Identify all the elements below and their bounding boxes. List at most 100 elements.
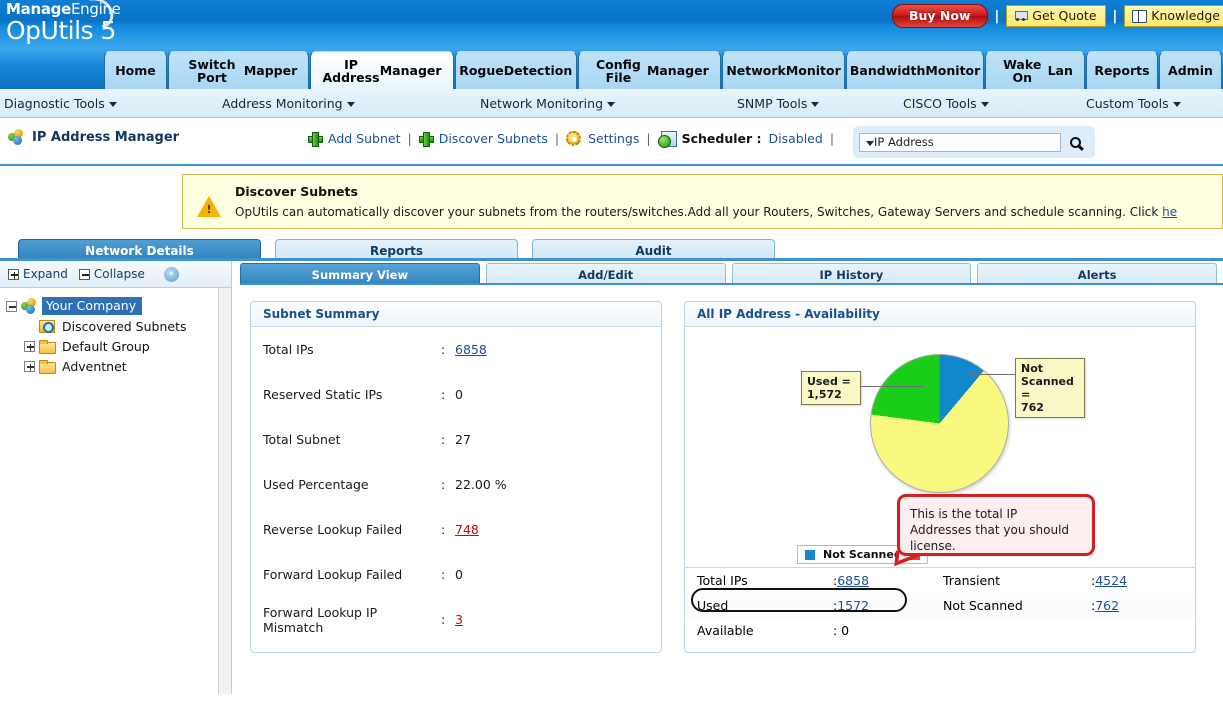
nav-tab-rogue-detection[interactable]: Rogue Detection	[454, 51, 577, 89]
stat-key-left: Available	[697, 623, 754, 638]
tree-expander-icon[interactable]	[6, 300, 17, 312]
summary-row-key: Forward Lookup Failed	[263, 567, 403, 582]
nav-tab-line: Admin	[1168, 63, 1213, 78]
stat-key-left: Total IPs	[697, 573, 748, 588]
stat-value-right[interactable]: : 762	[1091, 598, 1191, 613]
scheduler-label: Scheduler :	[681, 131, 762, 146]
summary-row-value[interactable]: 3	[455, 612, 463, 627]
summary-row-key: Total Subnet	[263, 432, 341, 447]
outer-tab-network-details[interactable]: Network Details	[18, 239, 261, 261]
inner-tab-alerts[interactable]: Alerts	[977, 263, 1217, 285]
submenu-cisco-tools[interactable]: CISCO Tools	[903, 96, 989, 111]
summary-row-value[interactable]: 748	[455, 522, 479, 537]
tree-node-label: Discovered Subnets	[62, 318, 187, 334]
submenu-custom-tools[interactable]: Custom Tools	[1086, 96, 1181, 111]
nav-tab-line: Monitor	[925, 63, 981, 78]
summary-row-key: Forward Lookup IP Mismatch	[263, 604, 378, 635]
summary-row-colon: :	[441, 567, 446, 582]
nav-tab-line: Switch Port	[188, 56, 236, 85]
tree-expander-icon[interactable]	[24, 360, 35, 372]
nav-tab-wake-on-lan[interactable]: Wake On Lan	[984, 51, 1085, 89]
stat-colon: :	[1091, 598, 1096, 613]
page-body: Expand Collapse « Your Company Discovered…	[0, 261, 1223, 694]
stat-value-right[interactable]: : 4524	[1091, 573, 1191, 588]
submenu-address-monitoring[interactable]: Address Monitoring	[222, 96, 355, 111]
tree-node-root[interactable]: Your Company	[6, 296, 231, 316]
search-button[interactable]	[1061, 133, 1089, 152]
nav-tab-home[interactable]: Home	[104, 51, 167, 89]
tree-panel: Expand Collapse « Your Company Discovered…	[0, 261, 232, 694]
summary-value-link[interactable]: 3	[455, 612, 463, 627]
discover-subnets-link[interactable]: Discover Subnets	[438, 131, 548, 146]
search-container	[853, 126, 1095, 158]
buy-now-button[interactable]: Buy Now	[891, 4, 988, 28]
legend-swatch	[805, 549, 815, 560]
collapse-all-button[interactable]: Collapse	[78, 267, 145, 281]
submenu-label: SNMP Tools	[737, 95, 808, 111]
knowledge-label: Knowledge	[1151, 8, 1220, 23]
nav-tab-line: IP Address	[322, 56, 380, 85]
app-logo: ManageEngine OpUtils 5	[6, 0, 121, 43]
expand-all-button[interactable]: Expand	[8, 267, 68, 281]
tree-node-default-group[interactable]: Default Group	[6, 336, 231, 356]
summary-row-key: Reserved Static IPs	[263, 387, 383, 402]
summary-row: Forward Lookup Failed:0	[251, 552, 661, 597]
summary-value-link[interactable]: 748	[455, 522, 479, 537]
nav-tab-line: Lan	[1047, 63, 1073, 78]
scheduler-status-link[interactable]: Disabled	[768, 131, 823, 146]
summary-value-link[interactable]: 6858	[455, 342, 487, 357]
submenu-snmp-tools[interactable]: SNMP Tools	[737, 95, 820, 111]
collapse-icon	[78, 268, 90, 280]
license-tooltip: This is the total IP Addresses that you …	[897, 494, 1095, 556]
summary-row-value[interactable]: 6858	[455, 342, 487, 357]
nav-tab-line: Network	[726, 63, 786, 78]
submenu-network-monitoring[interactable]: Network Monitoring	[480, 96, 616, 111]
collapse-pane-icon[interactable]: «	[163, 266, 179, 282]
nav-tab-ip-address-manager[interactable]: IP Address Manager	[310, 51, 454, 89]
subnet-summary-panel: Subnet Summary Total IPs:6858 Reserved St…	[250, 301, 662, 653]
nav-tab-admin[interactable]: Admin	[1158, 51, 1222, 89]
summary-panels: Subnet Summary Total IPs:6858 Reserved St…	[240, 285, 1223, 653]
get-quote-button[interactable]: Get Quote	[1006, 5, 1106, 27]
stat-value-link[interactable]: 6858	[837, 573, 870, 588]
submenu-diagnostic-tools[interactable]: Diagnostic Tools	[4, 96, 117, 111]
toolbar-separator-2: |	[554, 131, 560, 146]
inner-tab-add-edit[interactable]: Add/Edit	[485, 263, 726, 285]
knowledge-base-button[interactable]: Knowledge	[1124, 5, 1223, 27]
availability-pie-chart[interactable]	[870, 354, 1009, 493]
notice-here-link[interactable]: he	[1162, 205, 1178, 219]
outer-tab-audit[interactable]: Audit	[532, 239, 775, 261]
add-subnet-link[interactable]: Add Subnet	[328, 131, 401, 146]
stat-key-right: Transient	[943, 573, 1001, 588]
tree-node-adventnet[interactable]: Adventnet	[6, 356, 231, 376]
stat-value-left[interactable]: : 1572	[833, 598, 943, 613]
summary-row-value: 0	[455, 387, 463, 402]
tree-node-discovered-subnets[interactable]: Discovered Subnets	[6, 316, 231, 336]
nav-tab-bandwidth-monitor[interactable]: Bandwidth Monitor	[846, 51, 984, 89]
stat-value-link[interactable]: 1572	[837, 598, 870, 613]
stat-value-link[interactable]: 4524	[1095, 573, 1128, 588]
callout-line: Not	[1021, 362, 1044, 375]
chevron-down-icon[interactable]	[866, 141, 874, 146]
inner-tab-ip-history[interactable]: IP History	[731, 263, 972, 285]
nav-tab-network-monitor[interactable]: Network Monitor	[721, 51, 846, 89]
stat-value-link[interactable]: 762	[1095, 598, 1120, 613]
stat-value-left[interactable]: : 6858	[833, 573, 943, 588]
availability-stat-row: Available: 0	[685, 618, 1195, 643]
callout-line: 762	[1021, 401, 1044, 414]
inner-tab-summary-view[interactable]: Summary View	[240, 263, 480, 285]
settings-link[interactable]: Settings	[588, 131, 640, 146]
nav-tab-reports[interactable]: Reports	[1085, 51, 1158, 89]
stat-colon: :	[833, 598, 838, 613]
notice-body: OpUtils can automatically discover your …	[235, 205, 1177, 219]
search-input[interactable]	[859, 132, 1061, 152]
nav-tab-line: Home	[115, 63, 156, 78]
nav-tab-config-file-manager[interactable]: Config File Manager	[577, 51, 721, 89]
outer-tab-reports[interactable]: Reports	[275, 239, 518, 261]
warning-icon	[197, 196, 221, 217]
callout-used: Used = 1,572	[801, 371, 861, 405]
tree-expander-icon[interactable]	[24, 340, 35, 352]
nav-tab-switch-port-mapper[interactable]: Switch Port Mapper	[168, 51, 310, 89]
page-title-label: IP Address Manager	[32, 129, 180, 145]
tree-scrollbar[interactable]	[218, 288, 231, 694]
